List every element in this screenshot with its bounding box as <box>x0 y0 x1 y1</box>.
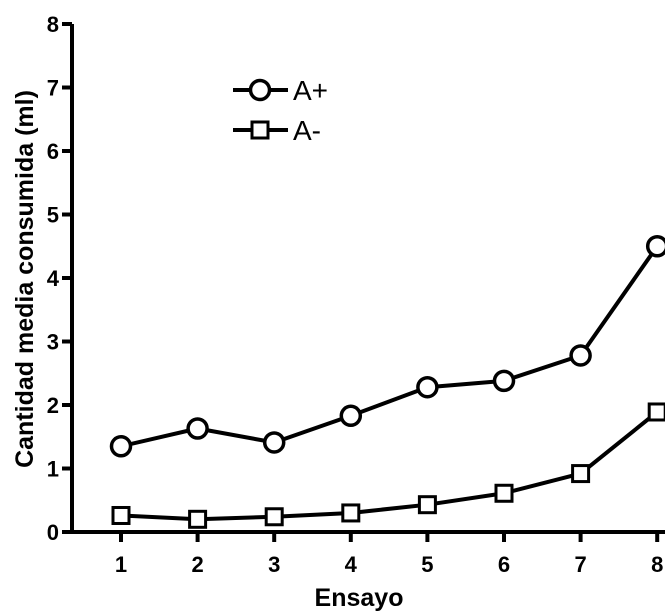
data-point <box>264 507 284 527</box>
data-point <box>186 417 209 440</box>
x-tick-label: 3 <box>268 552 280 577</box>
legend-marker <box>248 78 272 102</box>
x-tick-label: 4 <box>345 552 358 577</box>
data-point <box>111 505 131 525</box>
x-tick-label: 2 <box>191 552 203 577</box>
y-tick-label: 7 <box>47 76 59 101</box>
y-axis-title: Cantidad media consumida (ml) <box>11 90 39 468</box>
data-point <box>109 435 133 458</box>
legend-label: A- <box>293 115 321 146</box>
x-axis-title: Ensayo <box>315 584 404 611</box>
legend: A+ A- <box>233 75 328 146</box>
series-a-plus <box>109 235 665 458</box>
x-tick-label: 1 <box>115 552 127 577</box>
legend-entry: A- <box>233 115 321 146</box>
y-tick-label: 6 <box>47 139 59 164</box>
data-point <box>339 404 363 428</box>
y-tick-label: 8 <box>47 12 59 37</box>
x-tick-label: 6 <box>498 552 510 577</box>
x-tick-label: 7 <box>574 552 586 577</box>
x-tick-label: 5 <box>421 552 433 577</box>
series-a-minus <box>111 402 665 529</box>
series-line <box>120 410 659 522</box>
y-tick-label: 2 <box>47 393 59 418</box>
data-point <box>645 235 665 258</box>
data-point <box>416 375 439 399</box>
y-tick-label: 0 <box>47 520 59 545</box>
data-point <box>188 509 208 529</box>
y-tick-label: 5 <box>47 203 59 228</box>
data-point <box>262 431 286 454</box>
data-point <box>647 402 665 422</box>
data-point <box>417 495 437 515</box>
legend-entry: A+ <box>233 75 328 106</box>
data-point <box>341 503 361 523</box>
y-tick-label: 4 <box>47 266 60 291</box>
legend-label: A+ <box>293 75 328 106</box>
data-point <box>492 369 516 393</box>
y-tick-label: 3 <box>47 330 59 355</box>
series-line <box>120 245 659 449</box>
legend-marker <box>250 120 270 140</box>
y-tick-label: 1 <box>47 457 59 482</box>
data-point <box>494 483 514 503</box>
x-tick-label: 8 <box>651 552 663 577</box>
series-layer <box>109 235 665 529</box>
axes: 0 1 2 3 4 5 6 7 8 1 2 3 4 5 6 7 8 <box>47 12 665 577</box>
data-point <box>569 344 592 367</box>
data-point <box>571 464 591 484</box>
